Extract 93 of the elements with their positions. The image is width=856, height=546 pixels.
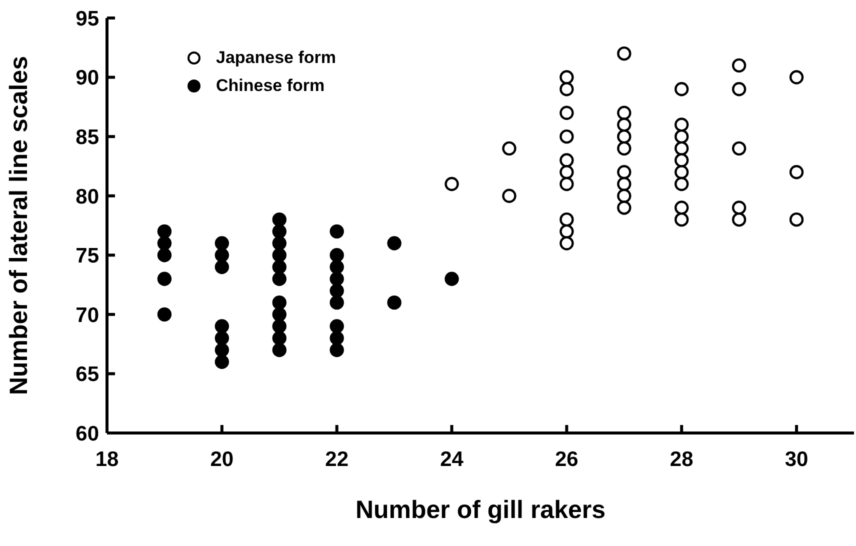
point — [330, 284, 344, 298]
point — [272, 212, 286, 227]
y-axis-title: Number of lateral line scales — [4, 56, 33, 396]
point — [560, 236, 574, 250]
point — [330, 260, 344, 274]
point — [214, 342, 230, 358]
point — [502, 141, 516, 156]
y-tick-label: 95 — [76, 7, 100, 30]
point — [560, 153, 574, 168]
point — [444, 272, 459, 286]
point — [617, 200, 632, 215]
point — [330, 295, 344, 310]
point — [560, 70, 574, 84]
point — [617, 106, 632, 120]
point — [674, 176, 689, 192]
point — [617, 118, 632, 132]
y-tick-label: 70 — [76, 304, 99, 327]
legend-label: Chinese form — [216, 75, 325, 97]
point — [157, 248, 172, 262]
point — [789, 165, 804, 180]
point — [214, 260, 230, 274]
point — [330, 342, 344, 358]
point — [272, 331, 286, 346]
point — [674, 165, 689, 180]
point — [157, 272, 172, 286]
x-tick-label: 20 — [210, 448, 234, 471]
point — [617, 46, 632, 61]
point — [732, 82, 746, 96]
point — [387, 295, 402, 310]
x-tick-label: 18 — [95, 448, 119, 471]
point — [674, 118, 689, 132]
point — [560, 212, 574, 227]
point — [617, 176, 632, 192]
point — [789, 212, 804, 227]
x-tick-label: 28 — [670, 448, 694, 471]
point — [272, 295, 286, 310]
point — [214, 331, 230, 346]
point — [272, 272, 286, 286]
point — [674, 82, 689, 96]
point — [617, 141, 632, 156]
point — [674, 212, 689, 227]
point — [732, 58, 746, 73]
y-tick-label: 60 — [76, 422, 99, 446]
point — [674, 200, 689, 215]
point — [560, 82, 574, 96]
point — [214, 248, 230, 262]
point — [674, 129, 689, 144]
point — [732, 212, 746, 227]
point — [214, 236, 230, 250]
y-tick-label: 90 — [76, 66, 99, 90]
point — [732, 141, 746, 156]
point — [330, 331, 344, 346]
point — [617, 188, 632, 203]
x-tick-label: 30 — [784, 448, 808, 471]
point — [272, 236, 286, 250]
point — [214, 354, 230, 369]
point — [617, 129, 632, 144]
point — [560, 224, 574, 239]
point — [214, 319, 230, 334]
point — [560, 165, 574, 180]
point — [272, 248, 286, 262]
point — [560, 176, 574, 192]
y-tick-label: 85 — [76, 126, 100, 150]
x-tick-label: 26 — [555, 448, 578, 471]
point — [674, 141, 689, 156]
point — [157, 307, 172, 322]
point — [732, 200, 746, 215]
point — [617, 165, 632, 180]
point — [444, 176, 459, 192]
y-tick-label: 75 — [76, 244, 100, 268]
point — [272, 224, 286, 239]
point — [157, 224, 172, 239]
point — [560, 106, 574, 120]
point — [560, 129, 574, 144]
y-tick-label: 65 — [76, 363, 100, 386]
point — [330, 224, 344, 239]
point — [387, 236, 402, 250]
x-tick-label: 24 — [440, 448, 464, 471]
x-tick-label: 22 — [325, 448, 349, 471]
point — [502, 188, 516, 203]
x-axis-title: Number of gill rakers — [355, 496, 606, 524]
point — [789, 70, 804, 84]
point — [674, 153, 689, 168]
point — [330, 272, 344, 286]
point — [157, 236, 172, 250]
point — [272, 342, 286, 358]
point — [272, 260, 286, 274]
point — [272, 307, 286, 322]
legend-label: Japanese form — [216, 47, 336, 69]
y-tick-label: 80 — [76, 185, 99, 208]
point — [272, 319, 286, 334]
point — [330, 319, 344, 334]
point — [330, 248, 344, 262]
